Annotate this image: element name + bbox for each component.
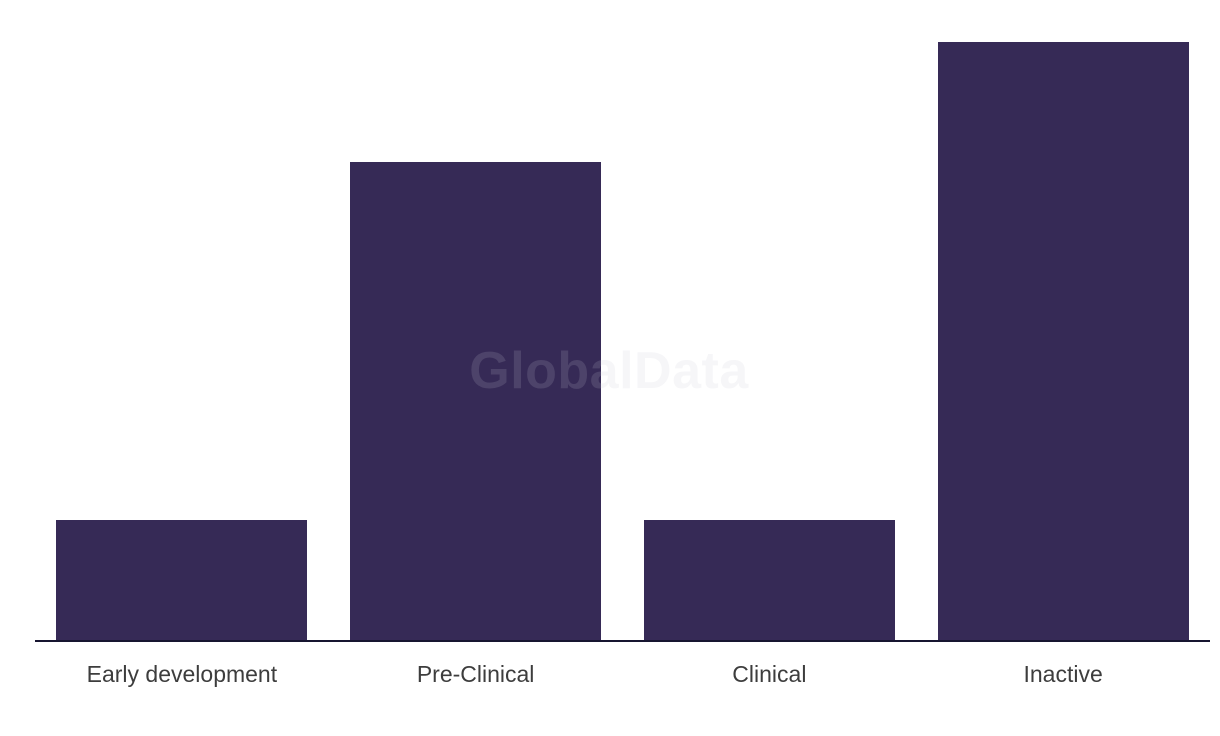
x-axis-label-early-development: Early development (86, 661, 278, 687)
bar-pre-clinical (350, 161, 602, 640)
bar-clinical (643, 520, 895, 640)
bar-early-development (56, 520, 308, 640)
bar-inactive (937, 42, 1189, 640)
x-axis-line (35, 640, 1210, 642)
x-axis-label-pre-clinical: Pre-Clinical (416, 661, 535, 687)
x-axis-label-inactive: Inactive (1023, 661, 1103, 687)
x-axis-label-clinical: Clinical (732, 661, 807, 687)
